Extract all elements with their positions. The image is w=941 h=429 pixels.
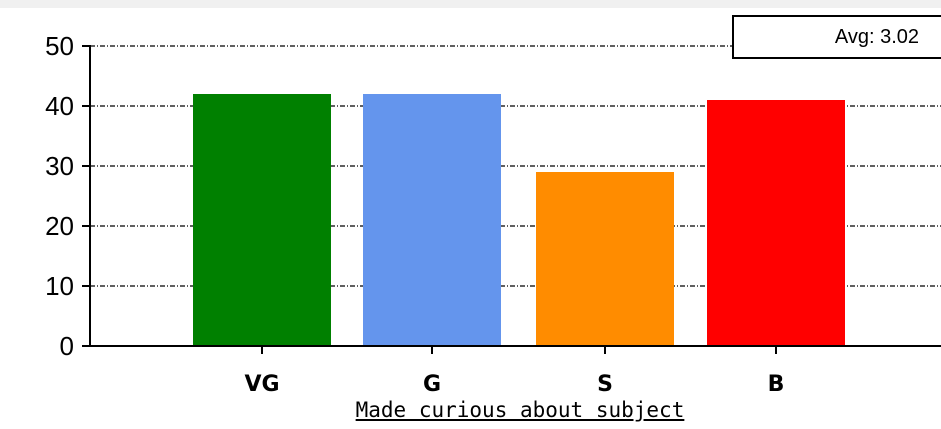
y-tick-label: 20 bbox=[45, 211, 74, 241]
bar-b bbox=[707, 100, 845, 346]
bar-s bbox=[536, 172, 674, 346]
y-tick-label: 50 bbox=[45, 31, 74, 61]
bar-g bbox=[363, 94, 501, 346]
average-annotation: Avg: 3.02 bbox=[732, 15, 941, 59]
x-tick-label: G bbox=[423, 372, 441, 397]
x-tick-label: B bbox=[768, 372, 785, 397]
axes bbox=[89, 45, 941, 347]
x-tick-label: S bbox=[597, 372, 613, 397]
y-tick-label: 30 bbox=[45, 151, 74, 181]
bars bbox=[193, 94, 845, 346]
y-tick-labels: 0 10 20 30 40 50 bbox=[45, 31, 90, 361]
x-axis-title: Made curious about subject bbox=[355, 398, 685, 422]
y-tick-label: 0 bbox=[60, 331, 74, 361]
x-tick-labels: VG G S B bbox=[244, 346, 784, 397]
window-top-strip bbox=[0, 0, 941, 8]
y-tick-label: 40 bbox=[45, 91, 74, 121]
x-tick-label: VG bbox=[244, 372, 279, 397]
y-tick-label: 10 bbox=[45, 271, 74, 301]
bar-vg bbox=[193, 94, 331, 346]
